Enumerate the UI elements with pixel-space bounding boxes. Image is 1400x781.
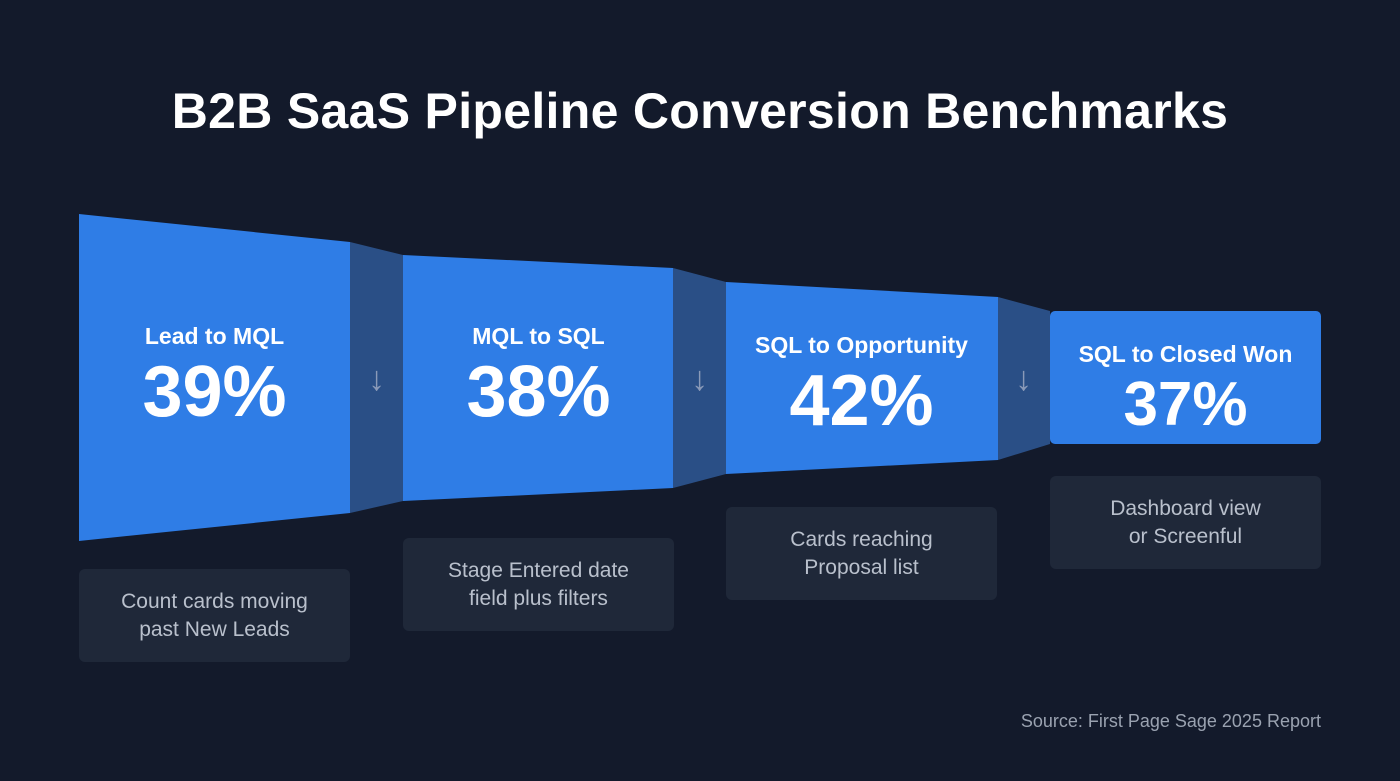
stage-label: MQL to SQL <box>472 323 605 349</box>
caption-card: Dashboard view or Screenful <box>1050 476 1321 569</box>
stage-value: 37% <box>1123 370 1248 439</box>
funnel-connector-3 <box>998 297 1050 460</box>
funnel-stage-1 <box>79 214 350 541</box>
caption-text: Count cards moving past New Leads <box>121 589 308 641</box>
funnel-stage-2 <box>403 255 673 501</box>
caption-card: Count cards moving past New Leads <box>79 569 350 662</box>
caption-card: Stage Entered date field plus filters <box>403 538 674 631</box>
funnel-stage-4 <box>1050 311 1321 444</box>
caption-text: Stage Entered date field plus filters <box>448 558 629 610</box>
stage-mql-to-sql: MQL to SQL 38% <box>403 323 674 428</box>
funnel-stage-3 <box>726 282 998 474</box>
stage-label: SQL to Closed Won <box>1078 341 1293 367</box>
page-title: B2B SaaS Pipeline Conversion Benchmarks <box>171 83 1229 139</box>
caption-text: Cards reaching Proposal list <box>790 527 933 579</box>
stage-sql-to-closed-won: SQL to Closed Won 37% <box>1050 341 1321 436</box>
arrow-down-icon: ↓ <box>368 360 385 398</box>
source-note: Source: First Page Sage 2025 Report <box>1020 711 1321 731</box>
funnel-connector-2 <box>673 268 726 488</box>
stage-sql-to-opportunity: SQL to Opportunity 42% <box>726 332 997 437</box>
stage-label: Lead to MQL <box>144 323 285 349</box>
funnel-connector-1 <box>350 242 403 513</box>
stage-lead-to-mql: Lead to MQL 39% <box>79 323 350 428</box>
stage-label: SQL to Opportunity <box>755 332 968 358</box>
arrow-down-icon: ↓ <box>1015 360 1032 398</box>
caption-card: Cards reaching Proposal list <box>726 507 997 600</box>
arrow-down-icon: ↓ <box>691 360 708 398</box>
stage-value: 38% <box>466 352 611 432</box>
stage-value: 42% <box>789 361 934 441</box>
caption-text: Dashboard view or Screenful <box>1110 496 1261 548</box>
stage-value: 39% <box>142 352 287 432</box>
